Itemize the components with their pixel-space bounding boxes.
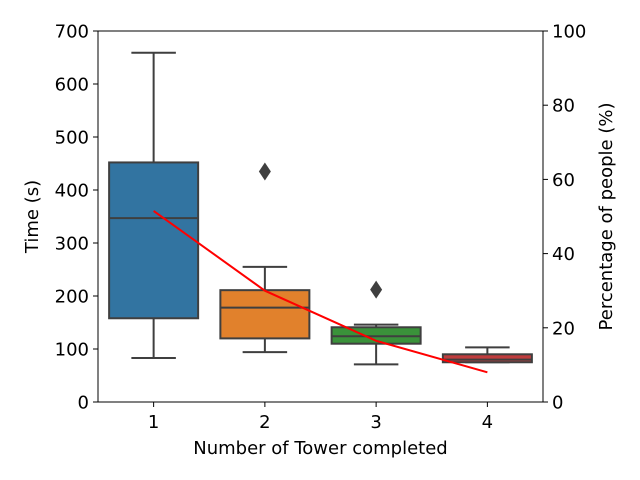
y2-axis-title: Percentage of people (%) <box>596 103 617 331</box>
y-axis-title: Time (s) <box>22 180 43 254</box>
axes-layer: 0 100 200 300 400 500 600 700 0 20 40 60 80 100 1 2 3 4 <box>55 22 587 434</box>
y2-tick-label: 20 <box>552 318 575 339</box>
plot-frame <box>97 30 544 403</box>
y2-tick-label: 60 <box>552 170 575 191</box>
x-tick-label: 2 <box>259 412 270 433</box>
y-tick-label: 600 <box>55 75 89 96</box>
boxes-layer <box>108 51 533 366</box>
y-tick-label: 200 <box>55 287 89 308</box>
y2-tick-label: 0 <box>552 393 563 414</box>
y2-tick-label: 40 <box>552 244 575 265</box>
y-tick-label: 0 <box>78 393 89 414</box>
box-4 <box>441 353 533 364</box>
x-tick-label: 4 <box>482 412 493 433</box>
box-group-4 <box>441 346 533 364</box>
y-tick-label: 100 <box>55 340 89 361</box>
box-1 <box>108 161 200 320</box>
y-tick-label: 400 <box>55 181 89 202</box>
line-layer <box>153 210 488 374</box>
box-group-2 <box>219 162 311 354</box>
outlier-point <box>258 162 271 181</box>
x-tick-label: 3 <box>370 412 381 433</box>
y-tick-label: 500 <box>55 128 89 149</box>
x-tick-label: 1 <box>148 412 159 433</box>
x-axis-title: Number of Tower completed <box>193 438 447 459</box>
y2-tick-label: 100 <box>552 22 586 43</box>
outlier-point <box>370 280 383 299</box>
y-tick-label: 300 <box>55 234 89 255</box>
box-2 <box>219 289 311 340</box>
y-tick-label: 700 <box>55 22 89 43</box>
box-group-1 <box>108 51 200 360</box>
y2-tick-label: 80 <box>552 96 575 117</box>
percentage-line <box>153 210 488 374</box>
